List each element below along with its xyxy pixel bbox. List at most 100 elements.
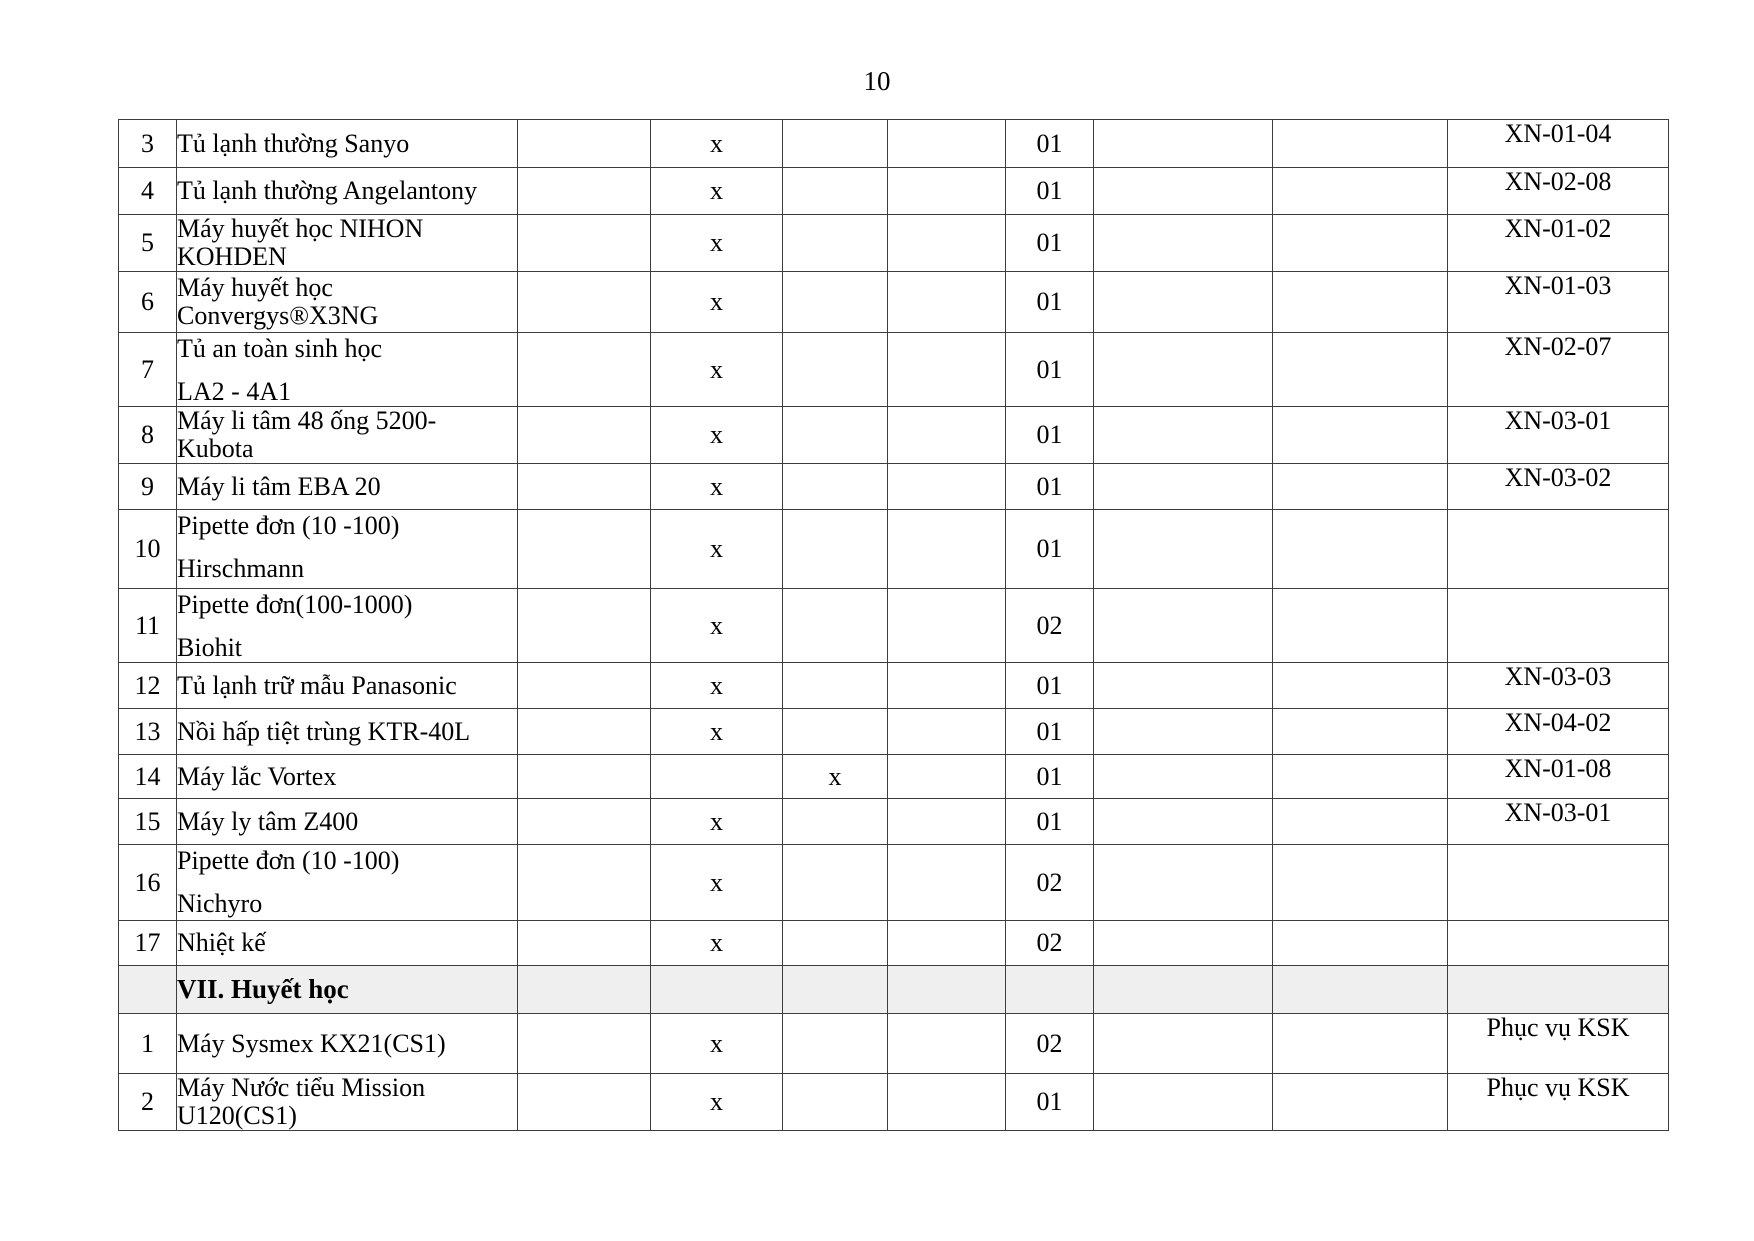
stt-cell: 12 <box>118 662 177 709</box>
col3-cell <box>517 119 651 168</box>
col8-cell <box>1093 965 1273 1014</box>
equipment-name-cell: Tủ lạnh thường Angelantony <box>176 167 518 215</box>
mark-primary-cell: x <box>650 119 783 168</box>
col9-cell <box>1272 708 1448 755</box>
col6-cell <box>887 844 1006 921</box>
code-cell: Phục vụ KSK <box>1447 1013 1669 1074</box>
table-row: 14 Máy lắc Vortex x 01 XN-01-08 <box>118 754 1669 799</box>
page-number: 10 <box>863 66 891 96</box>
mark-primary-cell: x <box>650 271 783 333</box>
col8-cell <box>1093 920 1273 966</box>
equipment-name-cell: Máy li tâm EBA 20 <box>176 463 518 510</box>
table-row: 12 Tủ lạnh trữ mẫu Panasonic x 01 XN-03-03 <box>118 662 1669 709</box>
qty-cell: 01 <box>1005 463 1094 510</box>
table-row: 5 Máy huyết học NIHON KOHDEN x 01 XN-01-02 <box>118 214 1669 272</box>
col3-cell <box>517 463 651 510</box>
code-cell <box>1447 509 1669 589</box>
col9-cell <box>1272 920 1448 966</box>
col9-cell <box>1272 406 1448 464</box>
mark-primary-cell: x <box>650 214 783 272</box>
col9-cell <box>1272 965 1448 1014</box>
equipment-name-line: Tủ lạnh thường Sanyo <box>177 128 410 158</box>
stt-cell: 17 <box>118 920 177 966</box>
col6-cell <box>887 406 1006 464</box>
qty-cell: 02 <box>1005 1013 1094 1074</box>
mark-primary-cell: x <box>650 463 783 510</box>
col8-cell <box>1093 1013 1273 1074</box>
col9-cell <box>1272 588 1448 663</box>
mark-primary-cell: x <box>650 1073 783 1131</box>
mark-primary-cell: x <box>650 509 783 589</box>
qty-cell: 02 <box>1005 844 1094 921</box>
mark-primary-cell <box>650 754 783 799</box>
col6-cell <box>887 588 1006 663</box>
col8-cell <box>1093 167 1273 215</box>
col6-cell <box>887 463 1006 510</box>
equipment-name-cell: Máy lắc Vortex <box>176 754 518 799</box>
col9-cell <box>1272 509 1448 589</box>
col8-cell <box>1093 463 1273 510</box>
table-row: 1 Máy Sysmex KX21(CS1) x 02 Phục vụ KSK <box>118 1013 1669 1074</box>
col6-cell <box>887 332 1006 407</box>
mark-primary-cell: x <box>650 844 783 921</box>
stt-cell: 4 <box>118 167 177 215</box>
table-row: 9 Máy li tâm EBA 20 x 01 XN-03-02 <box>118 463 1669 510</box>
qty-cell: 01 <box>1005 271 1094 333</box>
equipment-name-cell: Máy Nước tiểu Mission U120(CS1) <box>176 1073 518 1131</box>
equipment-name-cell: Tủ lạnh thường Sanyo <box>176 119 518 168</box>
col9-cell <box>1272 119 1448 168</box>
col9-cell <box>1272 798 1448 845</box>
table-row: 2 Máy Nước tiểu Mission U120(CS1) x 01 Phục v… <box>118 1073 1669 1131</box>
mark-secondary-cell <box>782 844 888 921</box>
section-title: VII. Huyết học <box>177 974 349 1004</box>
col8-cell <box>1093 332 1273 407</box>
code-cell: XN-01-02 <box>1447 214 1669 272</box>
equipment-name-cell: Tủ lạnh trữ mẫu Panasonic <box>176 662 518 709</box>
col8-cell <box>1093 588 1273 663</box>
stt-cell: 13 <box>118 708 177 755</box>
qty-cell <box>1005 965 1094 1014</box>
mark-primary-cell: x <box>650 1013 783 1074</box>
col9-cell <box>1272 754 1448 799</box>
col3-cell <box>517 332 651 407</box>
equipment-name-cell: Máy huyết học NIHON KOHDEN <box>176 214 518 272</box>
equipment-name-line: Máy li tâm 48 ống 5200- Kubota <box>177 406 437 463</box>
mark-secondary-cell <box>782 708 888 755</box>
code-cell: XN-02-08 <box>1447 167 1669 215</box>
stt-cell: 3 <box>118 119 177 168</box>
table-row: 3 Tủ lạnh thường Sanyo x 01 XN-01-04 <box>118 119 1669 168</box>
col3-cell <box>517 844 651 921</box>
col8-cell <box>1093 798 1273 845</box>
equipment-name-line: KOHDEN <box>177 242 287 271</box>
col3-cell <box>517 214 651 272</box>
equipment-name-cell: Máy li tâm 48 ống 5200- Kubota <box>176 406 518 464</box>
col3-cell <box>517 662 651 709</box>
equipment-name-line: Pipette đơn(100-1000) <box>177 590 413 619</box>
col6-cell <box>887 1073 1006 1131</box>
stt-cell: 15 <box>118 798 177 845</box>
equipment-name-line: LA2 - 4A1 <box>177 377 292 406</box>
code-cell: XN-01-04 <box>1447 119 1669 168</box>
code-cell: XN-02-07 <box>1447 332 1669 407</box>
col3-cell <box>517 167 651 215</box>
col9-cell <box>1272 844 1448 921</box>
qty-cell: 01 <box>1005 708 1094 755</box>
qty-cell: 01 <box>1005 332 1094 407</box>
equipment-name-cell: Pipette đơn (10 -100) Hirschmann <box>176 509 518 589</box>
table-row: 11 Pipette đơn(100-1000) Biohit x 02 <box>118 588 1669 663</box>
equipment-name-line: Biohit <box>177 633 243 662</box>
col3-cell <box>517 708 651 755</box>
equipment-name-line: Tủ lạnh thường Angelantony <box>177 176 478 205</box>
table-row: 17 Nhiệt kế x 02 <box>118 920 1669 966</box>
stt-cell: 14 <box>118 754 177 799</box>
equipment-name-cell: Pipette đơn(100-1000) Biohit <box>176 588 518 663</box>
col6-cell <box>887 920 1006 966</box>
mark-secondary-cell <box>782 214 888 272</box>
mark-secondary-cell <box>782 509 888 589</box>
equipment-name-cell: Máy Sysmex KX21(CS1) <box>176 1013 518 1074</box>
stt-cell: 10 <box>118 509 177 589</box>
col9-cell <box>1272 332 1448 407</box>
table-row: 16 Pipette đơn (10 -100) Nichyro x 02 <box>118 844 1669 921</box>
mark-primary-cell: x <box>650 406 783 464</box>
col6-cell <box>887 214 1006 272</box>
